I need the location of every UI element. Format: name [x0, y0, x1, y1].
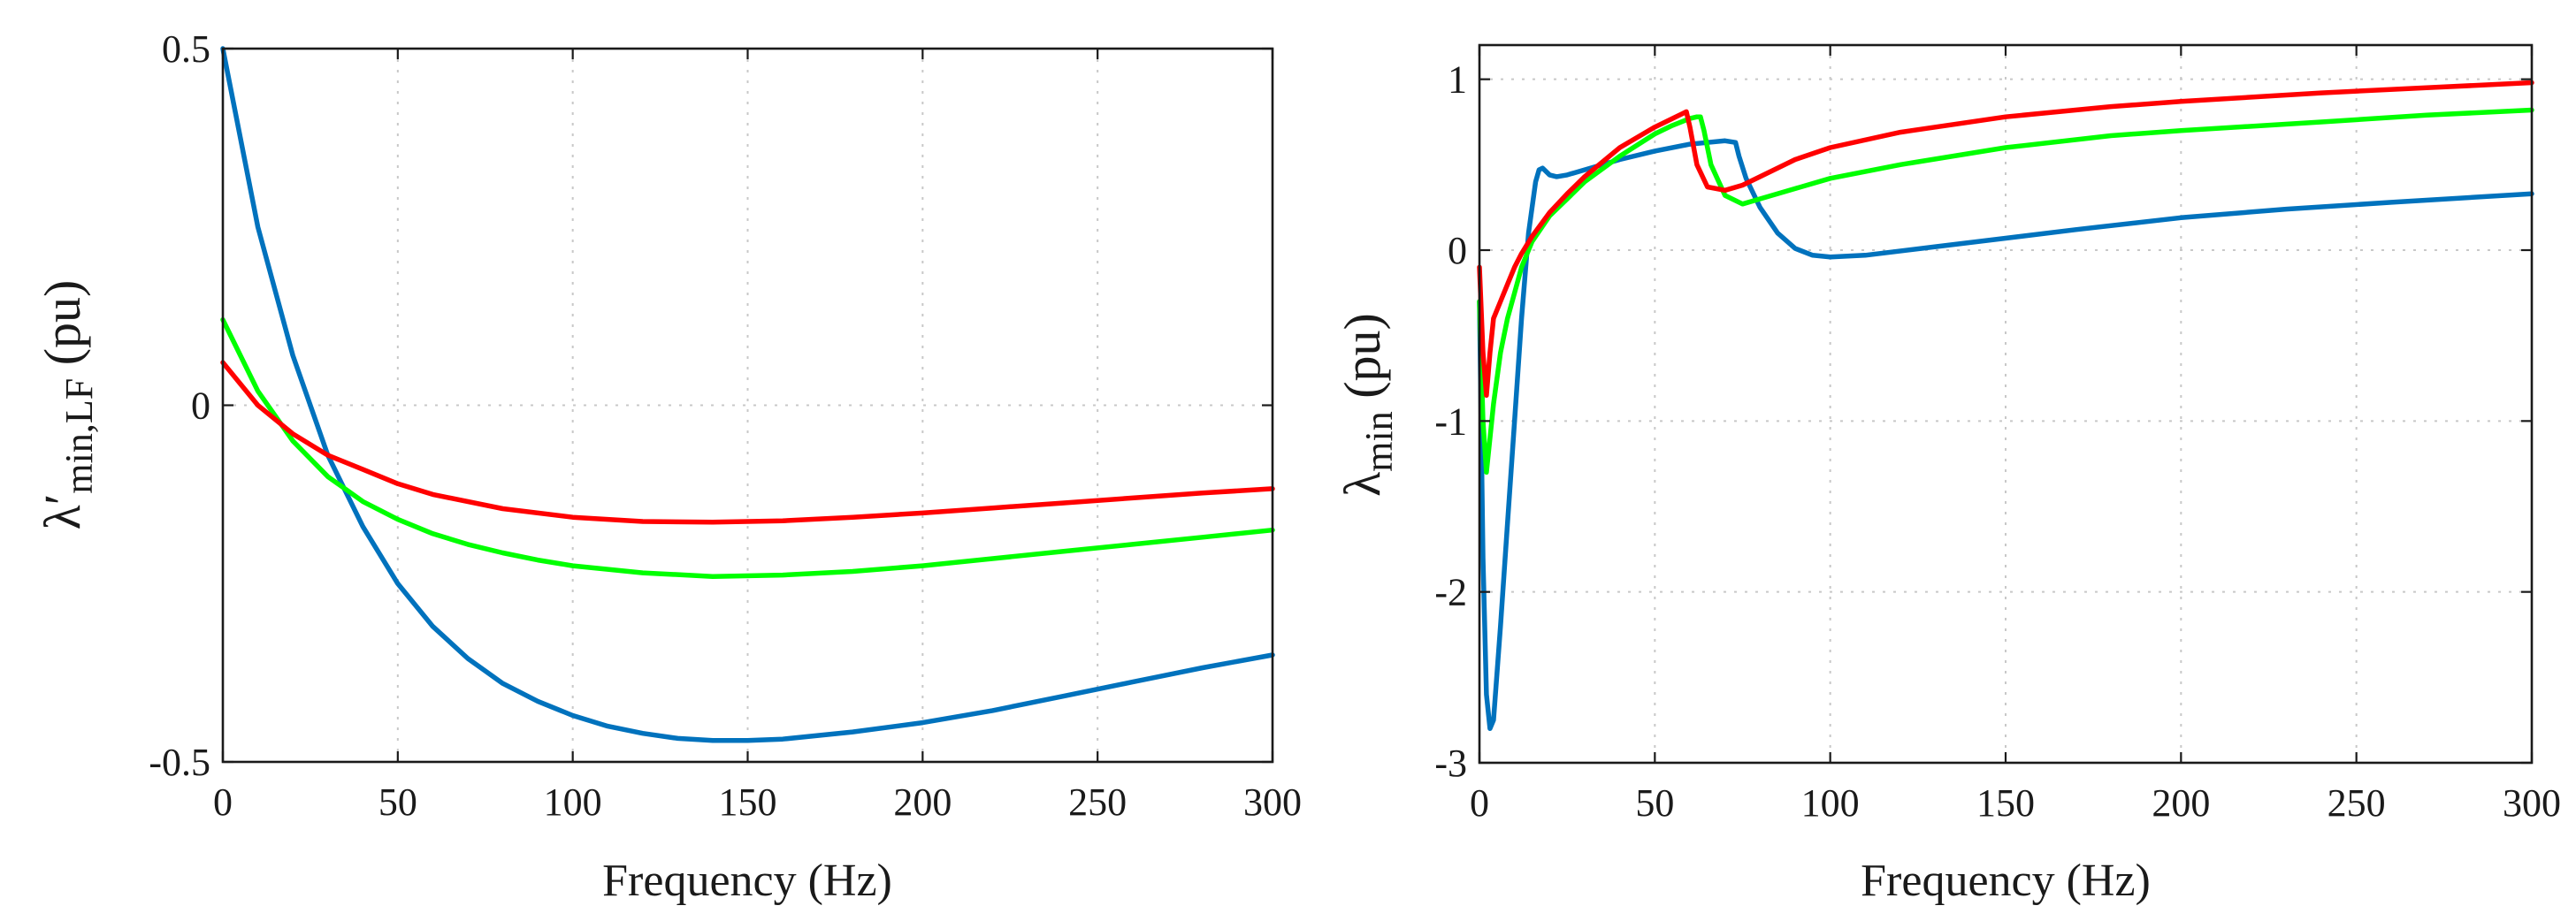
left-y-tick-label: 0 [191, 384, 210, 428]
right-y-tick-label: -1 [1434, 400, 1467, 443]
right-series-lines [1477, 80, 2534, 732]
left-series-blue [220, 46, 1275, 743]
left-x-tick-label: 50 [378, 780, 417, 824]
right-x-tick-label: 150 [1976, 781, 2035, 825]
right-x-tick-label: 300 [2503, 781, 2561, 825]
left-x-tick-label: 0 [213, 780, 233, 824]
left-series-lines [220, 46, 1275, 743]
left-x-tick-label: 150 [719, 780, 777, 824]
left-series-red [220, 360, 1275, 525]
right-x-tick-label: 0 [1470, 781, 1489, 825]
left-y-axis-label: λ′min,LF (pu) [34, 280, 101, 530]
right-y-tick-label: -2 [1434, 571, 1467, 614]
left-x-tick-label: 100 [544, 780, 602, 824]
right-y-axis-label: λmin (pu) [1334, 313, 1401, 497]
right-x-tick-label: 250 [2328, 781, 2386, 825]
left-x-tick-label: 200 [893, 780, 952, 824]
right-y-tick-label: 0 [1448, 229, 1467, 272]
left-grid [223, 49, 1273, 762]
right-x-tick-label: 100 [1801, 781, 1860, 825]
right-series-red [1477, 80, 2534, 399]
right-x-tick-label: 50 [1635, 781, 1674, 825]
left-plot: 0 50 100 150 200 250 300-0.500.5 Frequency (Hz… [34, 27, 1302, 906]
right-plot: 0 50 100 150 200 250 300 -3 -2 -1 0 1 Frequency (Hz… [1334, 43, 2561, 906]
right-x-tick-label: 200 [2152, 781, 2210, 825]
left-ticks: 0 50 100 150 200 250 300-0.500.5 [149, 27, 1302, 824]
right-ticks: 0 50 100 150 200 250 300 -3 -2 -1 0 1 [1434, 45, 2561, 825]
left-x-tick-label: 250 [1068, 780, 1127, 824]
left-y-tick-label: -0.5 [149, 741, 210, 784]
right-y-tick-label: 1 [1448, 58, 1467, 102]
left-series-green [220, 316, 1275, 579]
left-y-tick-label: 0.5 [162, 27, 210, 71]
right-y-tick-label: -3 [1434, 742, 1467, 785]
left-x-axis-label: Frequency (Hz) [602, 856, 892, 906]
right-series-blue [1477, 138, 2534, 732]
left-x-tick-label: 300 [1243, 780, 1302, 824]
right-x-axis-label: Frequency (Hz) [1861, 856, 2151, 906]
